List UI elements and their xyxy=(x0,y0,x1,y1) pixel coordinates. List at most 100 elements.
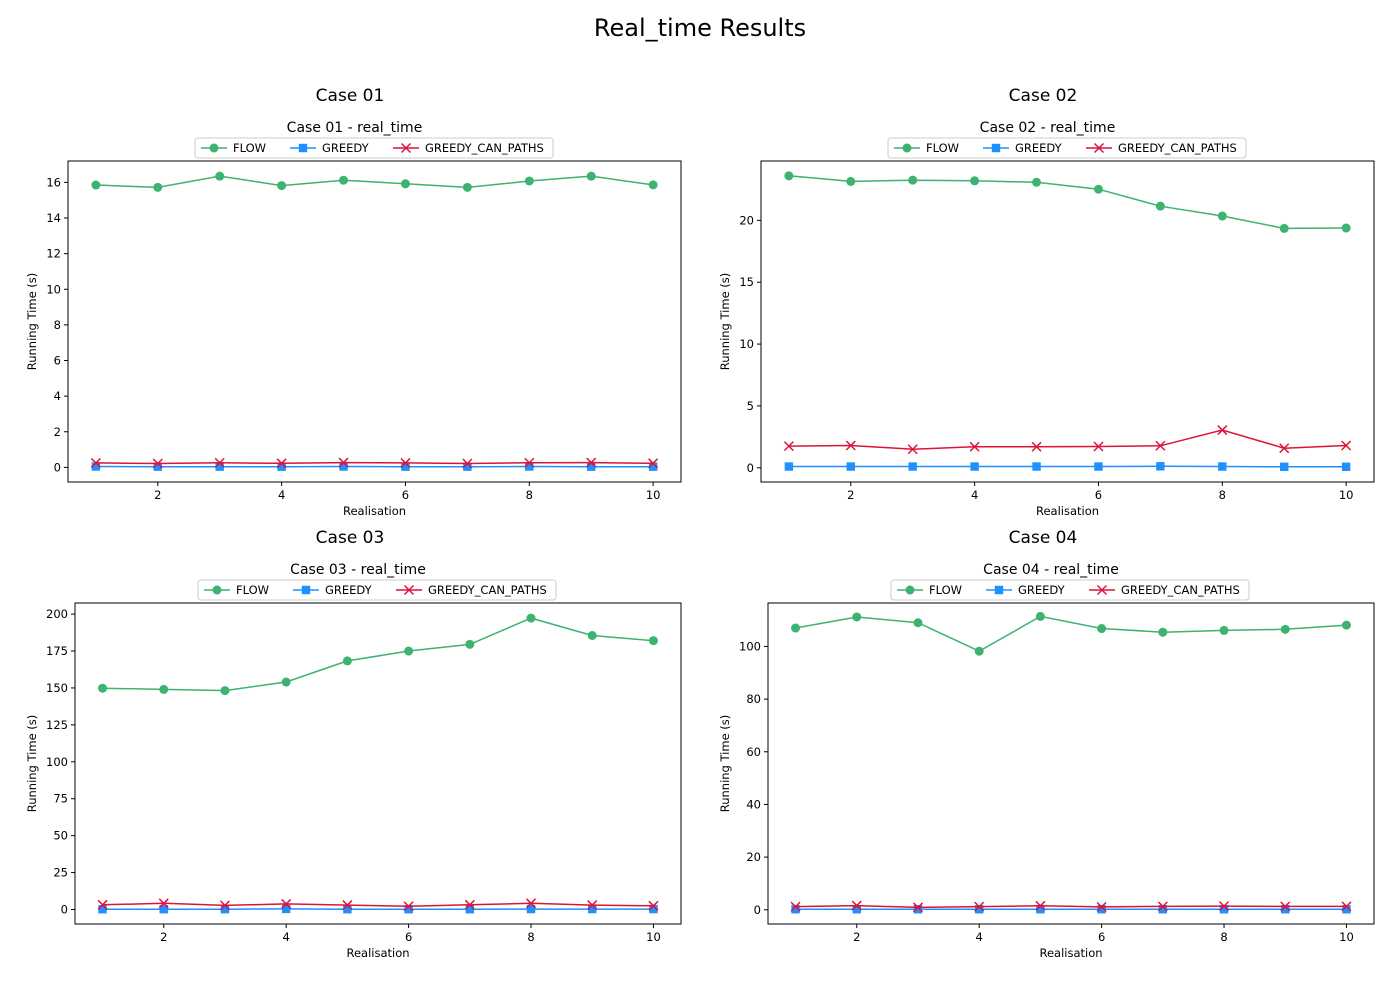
data-point xyxy=(846,176,856,186)
data-point xyxy=(852,612,862,622)
legend-frame xyxy=(890,579,1250,601)
data-point xyxy=(159,905,168,914)
legend: FLOW GREEDY GREEDY_CAN_PATHS xyxy=(887,137,1247,159)
data-point-stroke xyxy=(464,899,475,910)
series-line xyxy=(788,429,1347,450)
data-point-stroke xyxy=(969,441,980,452)
legend-label: GREEDY_CAN_PATHS xyxy=(425,141,544,155)
data-point-stroke xyxy=(648,900,659,911)
data-point xyxy=(974,905,984,914)
x-tick-label: 4 xyxy=(971,488,978,502)
data-point xyxy=(339,175,349,185)
y-axis-label: Running Time (s) xyxy=(718,715,732,813)
legend-label: FLOW xyxy=(236,583,269,597)
chart-panel-case-02: Case 02 Case 02 - real_time FLOW GREEDY GRE… xyxy=(693,80,1393,525)
legend-marker-stroke xyxy=(1093,142,1105,154)
legend-marker-stroke xyxy=(403,584,415,596)
series-line xyxy=(95,461,654,465)
legend: FLOW GREEDY GREEDY_CAN_PATHS xyxy=(197,579,557,601)
data-point xyxy=(587,630,597,640)
y-tick-label: 60 xyxy=(746,745,761,759)
data-point-stroke xyxy=(276,458,287,469)
legend-item-greedy: GREEDY xyxy=(293,583,373,597)
y-tick-label: 75 xyxy=(53,792,68,806)
data-point xyxy=(220,686,230,696)
chart-title: Case 03 - real_time xyxy=(290,562,426,578)
data-point xyxy=(465,905,475,914)
data-point xyxy=(524,176,534,186)
data-point xyxy=(462,182,472,192)
y-tick-label: 4 xyxy=(54,389,61,403)
legend-marker xyxy=(400,142,412,154)
data-point xyxy=(214,457,225,468)
data-point xyxy=(158,898,169,909)
data-point xyxy=(277,462,286,471)
data-point xyxy=(908,175,918,185)
x-axis-label: Realisation xyxy=(1036,504,1099,518)
data-point xyxy=(784,462,794,471)
legend-item-flow: FLOW xyxy=(894,141,959,155)
y-tick-label: 100 xyxy=(739,639,761,653)
series-greedy-can-paths xyxy=(90,457,659,469)
y-tick-label: 125 xyxy=(46,718,68,732)
series-flow xyxy=(98,613,658,696)
data-point xyxy=(1155,201,1165,211)
y-tick-label: 50 xyxy=(53,829,68,843)
data-point xyxy=(1218,462,1227,471)
chart-panel-case-04: Case 04 Case 04 - real_time FLOW GREEDY GRE… xyxy=(693,522,1393,967)
legend-label: GREEDY xyxy=(1015,141,1063,155)
y-tick-label: 15 xyxy=(739,275,754,289)
data-point xyxy=(912,902,924,913)
data-point xyxy=(913,618,923,628)
legend-item-greedy: GREEDY xyxy=(986,583,1066,597)
data-point xyxy=(343,905,352,914)
data-point xyxy=(1157,901,1168,912)
y-tick-label: 20 xyxy=(746,850,761,864)
data-point xyxy=(1032,177,1042,187)
data-point xyxy=(159,684,169,694)
legend-frame xyxy=(197,579,557,601)
data-point xyxy=(1096,901,1107,912)
data-point xyxy=(851,900,862,911)
chart-title: Case 01 - real_time xyxy=(287,120,423,136)
x-tick-label: 8 xyxy=(1219,488,1226,502)
legend-marker xyxy=(902,143,912,153)
x-tick-label: 10 xyxy=(646,930,661,944)
x-tick-label: 10 xyxy=(1339,930,1354,944)
plot-frame xyxy=(767,602,1375,925)
data-point-stroke xyxy=(586,457,597,468)
data-point-stroke xyxy=(342,900,353,911)
legend: FLOW GREEDY GREEDY_CAN_PATHS xyxy=(890,579,1250,601)
data-point xyxy=(1217,425,1228,436)
data-point xyxy=(1218,901,1230,912)
data-point xyxy=(281,898,292,909)
data-point-stroke xyxy=(1096,901,1107,912)
x-axis-label: Realisation xyxy=(1039,946,1102,960)
legend-item-greedy-can-paths: GREEDY_CAN_PATHS xyxy=(1089,583,1240,597)
legend-label: FLOW xyxy=(926,141,959,155)
data-point xyxy=(1097,624,1107,634)
y-tick-label: 0 xyxy=(61,903,68,917)
data-point xyxy=(1093,441,1104,452)
series-greedy xyxy=(791,905,1351,914)
data-point xyxy=(403,901,414,912)
y-tick-label: 5 xyxy=(747,399,754,413)
data-point xyxy=(339,462,348,471)
data-point xyxy=(97,899,108,910)
legend-frame xyxy=(887,137,1247,159)
data-point-stroke xyxy=(281,898,292,909)
legend-label: FLOW xyxy=(233,141,266,155)
series-line xyxy=(788,175,1347,230)
data-point-stroke xyxy=(912,902,924,913)
data-point xyxy=(586,457,597,468)
data-point xyxy=(1280,624,1290,634)
data-point-stroke xyxy=(1280,901,1291,912)
plot-frame xyxy=(74,602,682,925)
legend-item-greedy-can-paths: GREEDY_CAN_PATHS xyxy=(393,141,544,155)
series-flow xyxy=(791,611,1351,656)
data-point xyxy=(1093,184,1103,194)
legend-marker xyxy=(301,585,311,595)
data-point xyxy=(153,182,163,192)
data-point xyxy=(525,898,537,909)
data-point-stroke xyxy=(525,898,537,909)
